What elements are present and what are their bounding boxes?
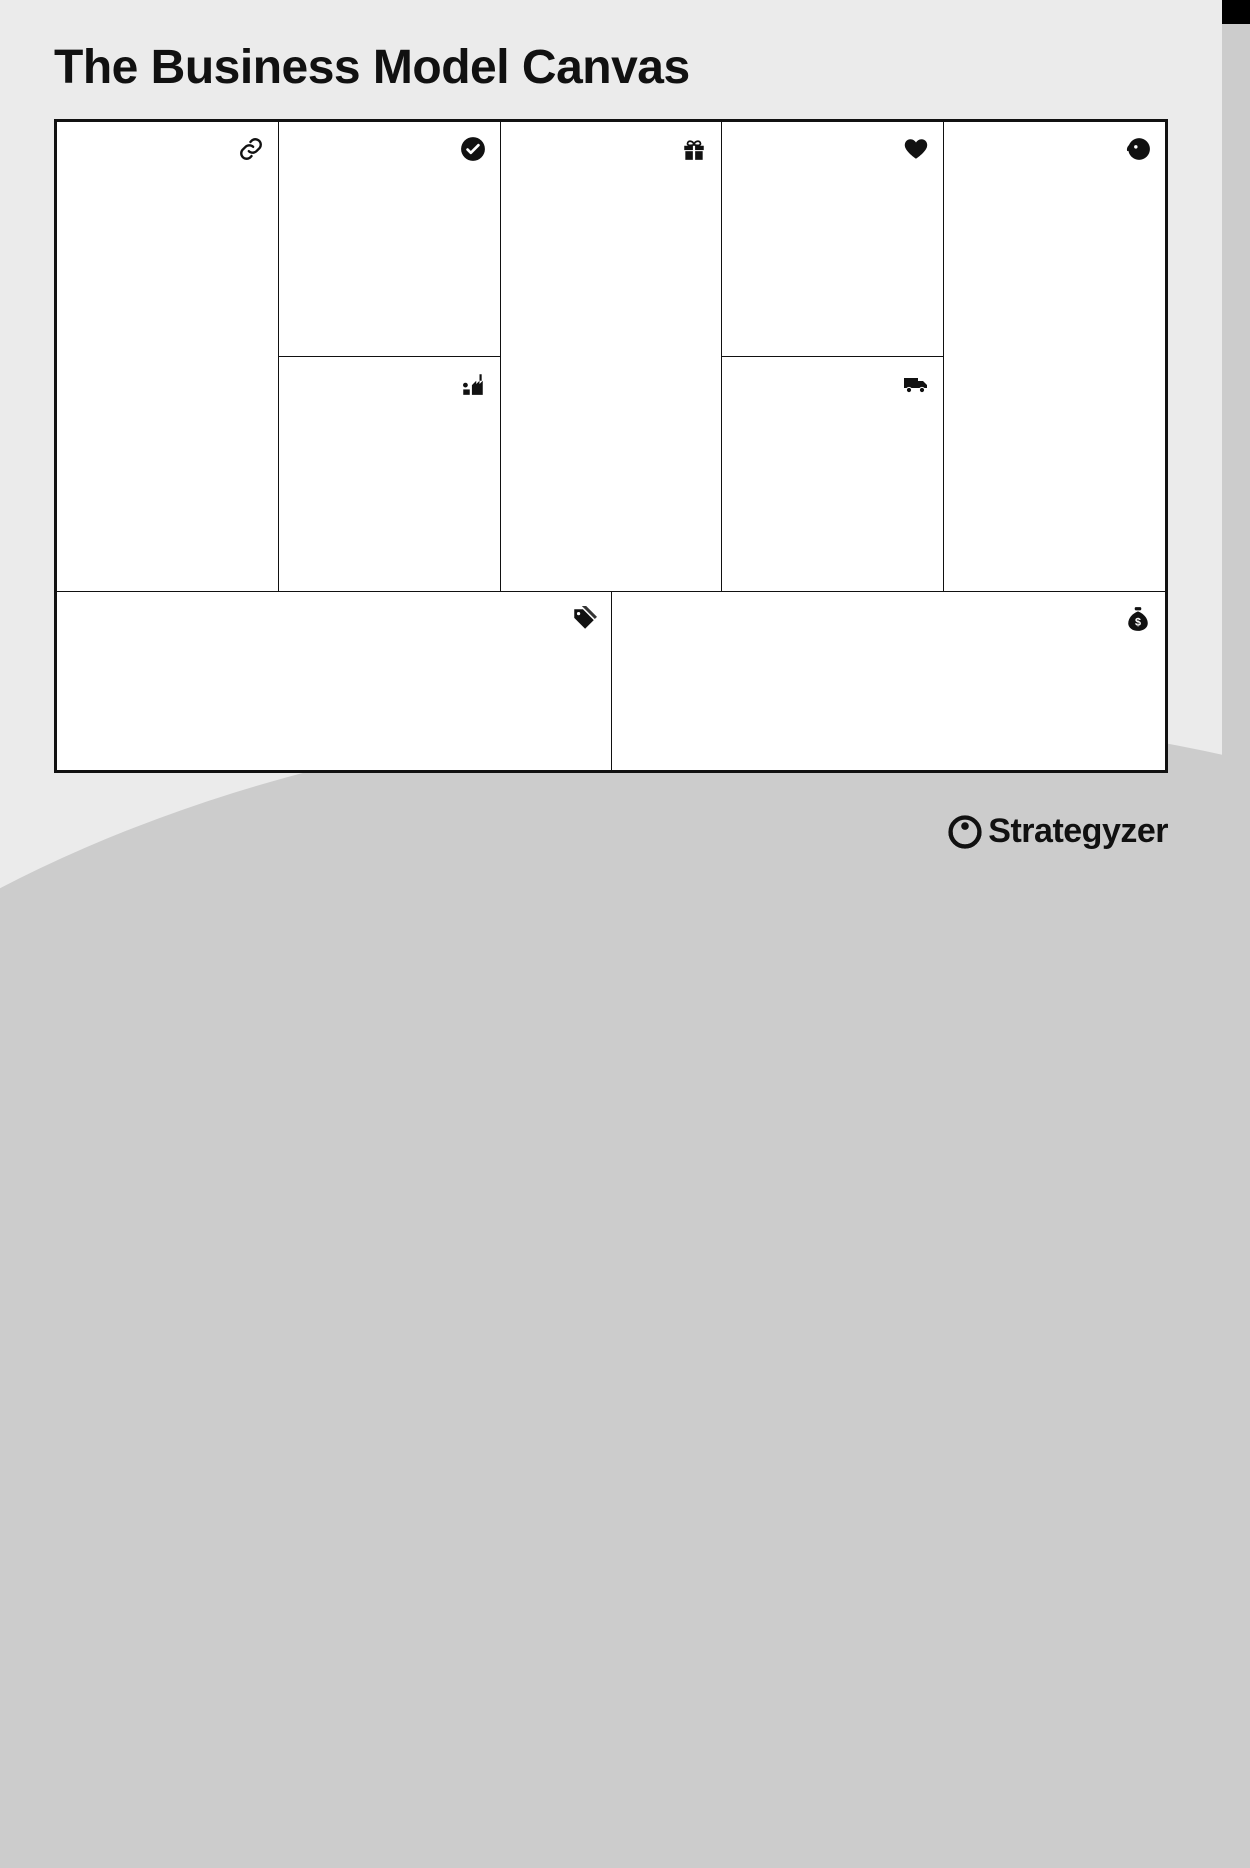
corner-tab bbox=[1222, 0, 1250, 24]
cell-cost-structure bbox=[57, 592, 611, 770]
cell-key-resources bbox=[279, 356, 500, 591]
cell-channels bbox=[722, 356, 943, 591]
cell-value-proposition bbox=[501, 122, 722, 591]
brand-logo-icon bbox=[948, 815, 982, 849]
heart-icon bbox=[903, 136, 929, 162]
col-value-proposition bbox=[501, 122, 723, 591]
money-bag-icon: $ bbox=[1125, 606, 1151, 632]
content-area: The Business Model Canvas bbox=[0, 0, 1222, 773]
cell-key-partners bbox=[57, 122, 278, 591]
cell-key-activities bbox=[279, 122, 500, 356]
check-circle-icon bbox=[460, 136, 486, 162]
background-curve bbox=[0, 710, 1250, 1868]
truck-icon bbox=[903, 371, 929, 397]
brand-mark: Strategyzer bbox=[948, 812, 1168, 851]
cell-revenue-streams: $ bbox=[611, 592, 1166, 770]
page-surface: The Business Model Canvas bbox=[0, 0, 1222, 910]
col-relationships-channels bbox=[722, 122, 944, 591]
person-head-icon bbox=[1125, 136, 1151, 162]
factory-icon bbox=[460, 371, 486, 397]
svg-text:$: $ bbox=[1135, 617, 1141, 629]
gift-icon bbox=[681, 136, 707, 162]
link-icon bbox=[238, 136, 264, 162]
col-key-partners bbox=[57, 122, 279, 591]
canvas-top-row bbox=[57, 122, 1165, 592]
cell-customer-segments bbox=[944, 122, 1165, 591]
page-title: The Business Model Canvas bbox=[54, 40, 1168, 95]
tags-icon bbox=[571, 606, 597, 632]
col-customer-segments bbox=[944, 122, 1165, 591]
brand-text: Strategyzer bbox=[988, 812, 1168, 851]
canvas-bottom-row: $ bbox=[57, 592, 1165, 770]
bmc-canvas: $ bbox=[54, 119, 1168, 773]
col-activities-resources bbox=[279, 122, 501, 591]
cell-customer-relationships bbox=[722, 122, 943, 356]
